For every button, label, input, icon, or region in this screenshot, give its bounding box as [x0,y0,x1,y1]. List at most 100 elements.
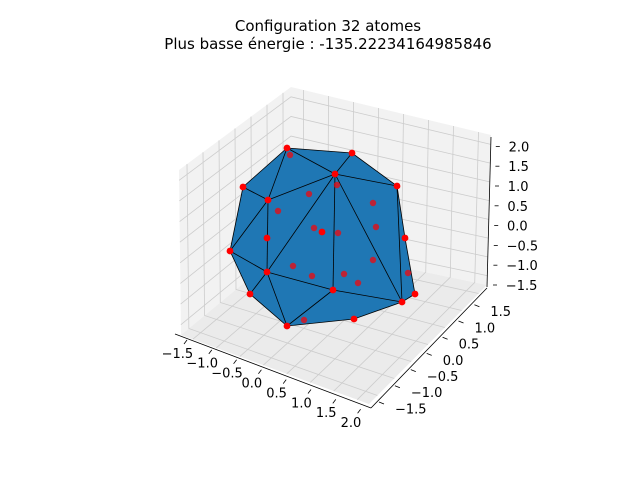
x-axis-ticks: −1.5−1.0−0.50.0 0.5 1.0 1.5 2.0 [162,339,362,431]
atom-point [310,224,318,232]
y-tick-mark [410,369,416,372]
atom-point [393,182,401,190]
y-tick-label: 0.5 [459,338,480,353]
y-tick-mark [474,304,480,308]
atom-points [226,144,419,330]
chart-title-line1: Configuration 32 atomes [235,17,421,35]
atom-point [264,196,272,204]
atom-point [226,247,234,255]
y-tick-label: 0.0 [443,354,464,369]
atom-point [398,298,406,306]
x-tick-mark [233,359,237,365]
atom-point [274,207,282,215]
atom-point [340,270,348,278]
atom-point [283,322,291,330]
hull-edge [249,271,268,295]
grid-line-y [202,152,395,379]
x-tick-mark [332,399,337,404]
atom-point [246,290,254,298]
atom-point [331,170,339,178]
grid-line-z [179,116,491,202]
atom-point [334,229,342,237]
y-axis-line [370,287,488,409]
y-tick-label: 1.0 [475,321,496,336]
z-tick-label: −0.5 [507,239,539,254]
chart-title-line2: Plus basse énergie : -135.22234164985846 [164,35,491,53]
hull-edge [286,147,336,175]
z-axis-line [486,136,492,288]
atom-point [348,149,356,157]
grid-line-y [234,128,429,345]
grid-line-x [333,125,454,392]
hull-edge [332,173,336,291]
hull-edge [334,152,353,175]
axis-lines [174,136,492,409]
z-tick-label: 0.5 [507,200,528,215]
z-tick-label: −1.5 [506,279,538,294]
grid-line-x [356,131,479,400]
x-axis-line [174,333,372,409]
x-tick-mark [183,339,188,345]
hull-edge [332,289,403,303]
x-tick-mark [307,389,312,394]
y-tick-label: −1.0 [411,386,443,401]
hull-edge [266,271,334,291]
grid-line-x [309,119,429,383]
y-tick-mark [426,353,432,356]
atom-point [289,262,297,270]
atom-point [369,199,377,207]
z-axis-ticks: −1.5 −1.0 −0.5 0.0 0.5 1.0 1.5 2.0 [493,140,538,294]
x-tick-label: 0.5 [266,386,287,401]
x-tick-label: 1.0 [291,396,312,411]
hull-edge [229,250,268,273]
atom-point [318,228,326,236]
atom-point [239,183,247,191]
atom-point [286,151,294,159]
x-tick-mark [357,409,361,414]
y-tick-mark [458,320,464,324]
atom-point [263,234,271,242]
hull-edge [242,186,269,201]
hull-edge [334,173,403,303]
grid-line-y [218,140,412,362]
atom-point [354,279,362,287]
atom-point [305,190,313,198]
y-tick-label: −0.5 [427,370,459,385]
pane-left [179,87,291,335]
y-tick-mark [378,401,385,405]
x-tick-label: 0.0 [241,377,262,392]
atom-point [333,181,341,189]
hull-edge [266,173,336,273]
hull-edge [334,173,398,187]
z-tick-label: 1.0 [508,180,529,195]
y-tick-mark [442,336,448,340]
atom-point [372,223,380,231]
z-tick-label: 1.5 [508,160,529,175]
hull-edge [396,185,403,303]
x-tick-label: 2.0 [341,416,362,431]
atom-point [404,269,412,277]
x-tick-label: 1.5 [316,406,337,421]
x-tick-mark [208,349,213,355]
y-tick-mark [394,385,401,389]
x-tick-label: −1.5 [162,347,194,362]
z-tick-label: −1.0 [506,259,538,274]
atom-point [308,272,316,280]
hull-edge [229,199,269,252]
x-tick-mark [282,379,287,384]
y-axis-ticks: −1.5−1.0−0.50.00.5 1.01.5 [378,304,511,417]
hull-edge [267,147,288,201]
atom-point [411,290,419,298]
atom-point [300,316,308,324]
hull-edge [266,271,288,327]
z-tick-label: 0.0 [507,220,528,235]
x-tick-label: −1.0 [186,357,218,372]
convex-hull-surface [229,147,416,327]
y-tick-label: −1.5 [395,402,427,417]
atom-point [401,234,409,242]
atom-point [350,315,358,323]
x-tick-mark [258,369,262,374]
y-tick-label: 1.5 [490,305,511,320]
atom-point [369,256,377,264]
